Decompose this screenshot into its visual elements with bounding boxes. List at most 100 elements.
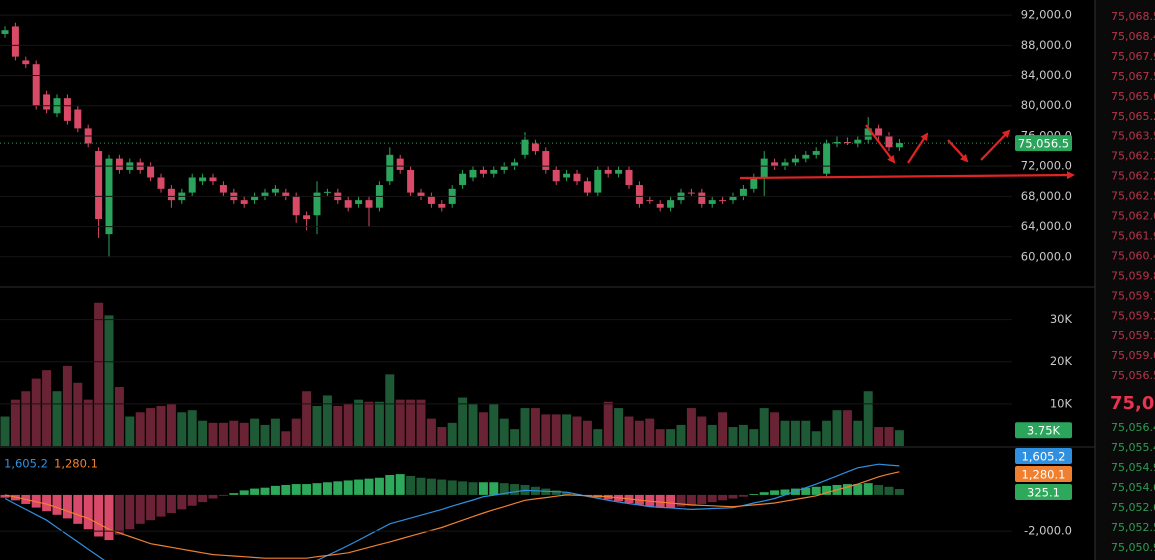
candle-body <box>771 162 779 167</box>
y-tick-label: 84,000.0 <box>1021 68 1072 82</box>
volume-bar <box>104 315 114 446</box>
candle-body <box>542 151 550 170</box>
value-badge <box>1015 448 1072 464</box>
macd-histogram-bar <box>354 479 364 495</box>
macd-histogram-bar <box>458 481 468 495</box>
candle-body <box>864 128 872 140</box>
y-tick-label: 30K <box>1050 312 1073 326</box>
volume-bar <box>374 401 384 446</box>
candle-body <box>625 169 633 186</box>
volume-bar <box>395 399 405 446</box>
candle-body <box>687 192 695 194</box>
volume-bar <box>697 416 707 446</box>
candle-body <box>823 143 831 174</box>
volume-bar <box>530 408 540 446</box>
bid-price: 75,052.5 <box>1111 521 1155 534</box>
macd-histogram-bar <box>281 484 291 495</box>
volume-bar <box>260 424 270 446</box>
macd-histogram-bar <box>73 494 83 524</box>
volume-bar <box>146 408 156 446</box>
macd-histogram-bar <box>697 494 707 504</box>
volume-bar <box>281 431 291 446</box>
badge-label: 1,605.2 <box>1022 450 1066 464</box>
volume-bar <box>62 365 72 446</box>
macd-histogram-bar <box>874 484 884 495</box>
volume-bar <box>52 391 62 446</box>
value-badge <box>1015 484 1072 500</box>
volume-bar <box>437 427 447 446</box>
volume-bar <box>458 397 468 446</box>
volume-bar <box>842 410 852 446</box>
macd-histogram-bar <box>478 482 488 495</box>
macd-histogram-bar <box>489 482 499 495</box>
candle-body <box>843 141 851 143</box>
candle-body <box>812 151 820 155</box>
ask-price: 75,059.2 <box>1111 309 1155 322</box>
macd-histogram-bar <box>312 483 322 495</box>
y-tick-label: 72,000.0 <box>1021 159 1072 173</box>
candle-body <box>365 200 373 208</box>
macd-histogram-bar <box>728 494 738 499</box>
candle-body <box>698 192 706 204</box>
drawn-arrow <box>865 124 896 164</box>
macd-histogram-bar <box>218 494 228 496</box>
volume-bar <box>416 399 426 446</box>
y-tick-label: 88,000.0 <box>1021 38 1072 52</box>
candle-body <box>167 188 175 201</box>
ask-price: 75,060.4 <box>1111 249 1155 262</box>
macd-histogram-bar <box>62 494 72 519</box>
volume-bar <box>0 416 10 446</box>
macd-histogram-bar <box>125 494 135 530</box>
y-tick-label: 10K <box>1050 396 1073 410</box>
volume-bar <box>770 412 780 446</box>
candle-body <box>854 139 862 144</box>
ask-price: 75,065.6 <box>1111 90 1155 103</box>
candle-body <box>407 169 415 193</box>
volume-bar <box>322 395 332 446</box>
macd-histogram-bar <box>114 494 124 535</box>
ask-price: 75,062.5 <box>1111 190 1155 203</box>
order-book: 75,068.5 75,068.4 75,067.9 75,067.5 75,065.6… <box>1110 10 1155 554</box>
candle-body <box>739 188 747 197</box>
volume-bar <box>759 408 769 446</box>
candle-body <box>188 177 196 193</box>
volume-bar <box>198 420 208 446</box>
volume-bar <box>728 427 738 446</box>
volume-bar <box>894 430 904 446</box>
ask-price: 75,061.9 <box>1111 229 1155 242</box>
volume-bar <box>73 382 83 446</box>
candle-body <box>646 200 654 202</box>
macd-histogram-bar <box>666 494 676 508</box>
candle-body <box>344 200 352 208</box>
candle-body <box>43 94 51 110</box>
macd-histogram-bar <box>853 484 863 495</box>
volume-bar <box>125 416 135 446</box>
volume-bar <box>811 431 821 446</box>
volume-bar <box>718 412 728 446</box>
volume-bar <box>447 422 457 446</box>
candle-body <box>656 203 664 208</box>
volume-bar <box>156 405 166 446</box>
volume-bar <box>790 420 800 446</box>
volume-bar <box>520 408 530 446</box>
ask-price: 75,062.2 <box>1111 170 1155 183</box>
volume-bar <box>707 424 717 446</box>
macd-histogram-bar <box>270 485 280 495</box>
ask-price: 75,068.4 <box>1111 30 1155 43</box>
macd-histogram-bar <box>135 494 145 524</box>
candle-body <box>261 192 269 197</box>
badge-label: 1,280.1 <box>1022 468 1066 482</box>
macd-histogram-bar <box>208 494 218 499</box>
ask-price: 75,063.5 <box>1111 130 1155 143</box>
volume-bar <box>239 422 249 446</box>
macd-histogram-bar <box>198 494 208 503</box>
volume-bar <box>114 387 124 446</box>
bid-price: 75,054.9 <box>1111 461 1155 474</box>
volume-bar <box>21 391 31 446</box>
candle-body <box>355 200 363 204</box>
candle-body <box>1 30 9 34</box>
candle-body <box>615 169 623 174</box>
volume-bar <box>291 418 301 446</box>
macd-histogram-bar <box>894 489 904 495</box>
